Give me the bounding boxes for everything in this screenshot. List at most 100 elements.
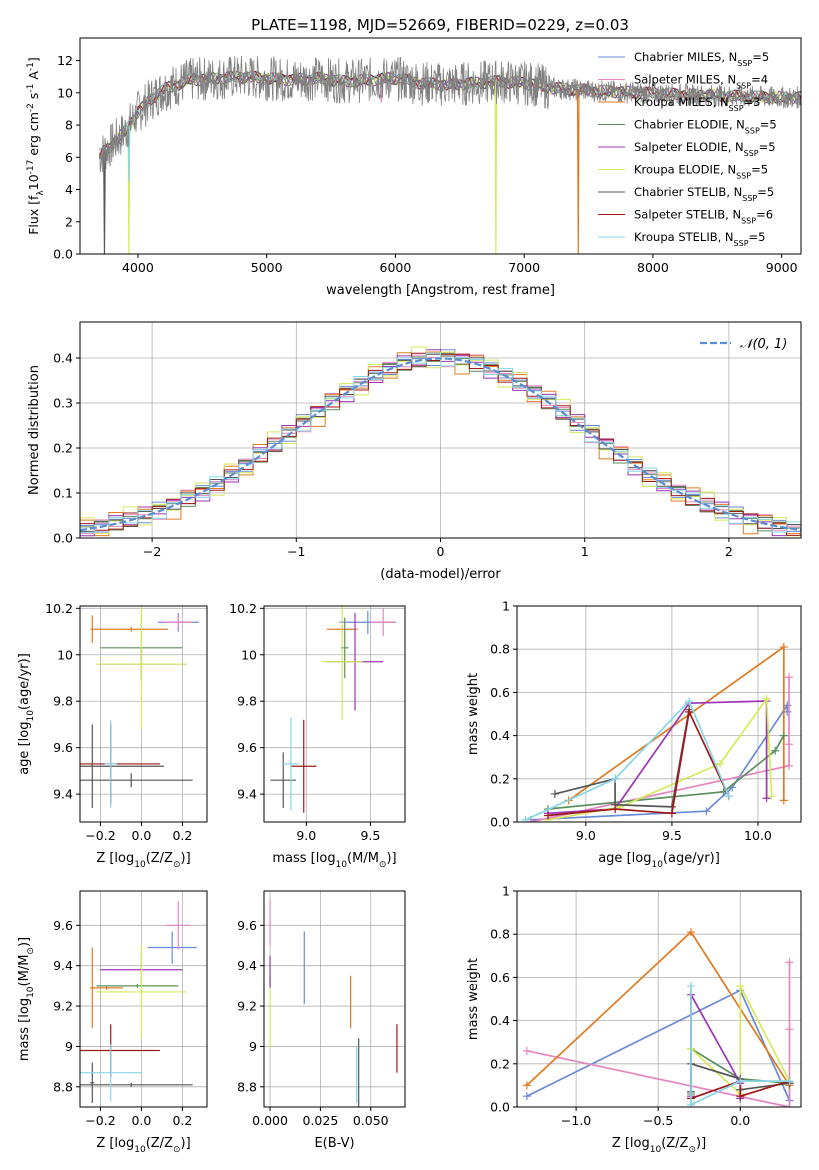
weight-marker	[522, 1092, 531, 1101]
errorbar-point	[370, 608, 397, 637]
weight-series-line	[547, 700, 768, 815]
errorbar-point	[283, 717, 299, 811]
weight-marker	[785, 958, 794, 967]
y-tick-label: 9.8	[53, 694, 73, 709]
legend: Chabrier MILES, NSSP=5 Salpeter MILES, NS…	[598, 50, 777, 248]
label-part: Z [log	[612, 1136, 650, 1151]
x-tick-label: 0.0	[132, 1113, 152, 1128]
label-part: wavelength [Angstrom, rest frame]	[326, 283, 555, 298]
y-tick-label: 0.8	[490, 642, 510, 657]
errorbar-point	[163, 615, 193, 630]
label-part: (age/yr)]	[17, 653, 32, 710]
label-part: mass [log	[272, 851, 335, 866]
label-part: )]	[696, 1136, 706, 1151]
y-tick-label: 9.8	[237, 694, 257, 709]
label-part: age [log	[17, 722, 32, 775]
y-tick-label: 0.0	[490, 1100, 510, 1115]
y-tick-label: 10	[57, 647, 73, 662]
legend: 𝒩(0, 1)	[700, 337, 787, 352]
legend-entry: Salpeter STELIB, NSSP=6	[634, 208, 773, 226]
label-part: (Z/Z	[146, 1136, 173, 1151]
panel-mass-vs-z: −0.2 0.0 0.28.899.29.49.6Z [log10(Z/Z⊙)]ma…	[17, 890, 208, 1155]
legend-entry: Chabrier MILES, NSSP=5	[634, 50, 769, 68]
label-part: ]	[26, 57, 41, 62]
y-tick-label: 8.8	[53, 1079, 73, 1094]
label-part: Normed distribution	[27, 365, 42, 495]
y-tick-label: 9.6	[237, 918, 257, 933]
y-tick-label: 9.2	[53, 999, 73, 1014]
label-part: )]	[181, 851, 191, 866]
axes-frame	[79, 605, 208, 823]
label-part: A	[26, 71, 41, 84]
weight-series-line	[526, 962, 791, 1107]
x-tick-label: 9.0	[296, 828, 316, 843]
weight-marker	[762, 694, 771, 703]
x-axis-label: wavelength [Angstrom, rest frame]	[326, 283, 555, 298]
y-tick-label: 0.1	[53, 486, 73, 501]
x-tick-label: 0.0	[132, 828, 152, 843]
x-tick-label: 1	[581, 544, 589, 559]
x-tick-label: 4000	[122, 260, 154, 275]
y-tick-label: 8.8	[237, 1079, 257, 1094]
y-tick-label: 9.6	[53, 740, 73, 755]
label-part: mass weight	[466, 673, 481, 755]
weight-marker	[724, 792, 733, 801]
y-tick-label: 2	[65, 214, 73, 229]
errorbar-point	[166, 901, 191, 950]
x-tick-label: 0	[437, 544, 445, 559]
weight-series-line	[547, 696, 773, 821]
weight-marker	[611, 774, 620, 783]
weight-marker	[522, 1046, 531, 1055]
y-tick-label: 9.6	[53, 918, 73, 933]
y-tick-label: 0.0	[53, 247, 73, 262]
x-tick-label: 6000	[380, 260, 412, 275]
model-dip	[103, 151, 106, 254]
x-axis-label: Z [log10(Z/Z⊙)]	[96, 1136, 190, 1155]
y-tick-label: 9.6	[237, 740, 257, 755]
weight-marker	[702, 807, 711, 816]
x-tick-label: −1	[287, 544, 305, 559]
weight-marker	[685, 697, 694, 706]
y-tick-label: 9.4	[237, 787, 257, 802]
y-tick-label: 0.2	[490, 1056, 510, 1071]
label-part: mass [log	[17, 998, 32, 1061]
label-part: -1	[26, 84, 36, 93]
weight-marker	[667, 809, 676, 818]
errorbar-point	[290, 719, 317, 813]
model-spectrum-line	[98, 70, 801, 152]
label-part: (Z/Z	[661, 1136, 688, 1151]
axes-frame	[79, 890, 208, 1108]
y-tick-label: 0.2	[490, 771, 510, 786]
weight-series-line	[547, 735, 785, 810]
x-tick-label: 0.2	[172, 1113, 192, 1128]
label-part: -1	[26, 62, 36, 71]
plot-area	[264, 891, 405, 1107]
x-tick-label: −0.2	[85, 828, 115, 843]
label-part: (M/M	[347, 851, 379, 866]
y-tick-label: 0.0	[490, 815, 510, 830]
weight-marker	[736, 1077, 745, 1086]
plot-area	[80, 891, 207, 1107]
x-tick-label: −0.5	[643, 1113, 673, 1128]
weight-marker	[522, 1081, 531, 1090]
weight-marker	[762, 794, 771, 803]
y-tick-label: 1	[502, 884, 510, 899]
label-part: )]	[17, 937, 32, 947]
label-part: λ	[36, 190, 46, 196]
label-part: )]	[386, 851, 396, 866]
y-tick-label: 9.4	[53, 958, 73, 973]
label-part: ⊙	[173, 860, 181, 870]
y-tick-label: 4	[65, 182, 73, 197]
panel-mass-vs-ebv: 0.000 0.025 0.050 8.8 9 9.2 9.4 9.6 E(B-V)	[237, 890, 406, 1151]
axes-frame	[516, 605, 802, 823]
x-tick-label: 2	[725, 544, 733, 559]
y-axis-label: mass weight	[466, 958, 481, 1040]
weight-marker	[785, 1103, 794, 1107]
axes-frame	[516, 890, 802, 1108]
x-tick-label: 0.0	[730, 1113, 750, 1128]
weight-marker	[784, 740, 793, 749]
y-tick-label: 9	[65, 1039, 73, 1054]
legend-entry: 𝒩(0, 1)	[740, 337, 787, 352]
legend-entry: Kroupa STELIB, NSSP=5	[634, 230, 765, 248]
